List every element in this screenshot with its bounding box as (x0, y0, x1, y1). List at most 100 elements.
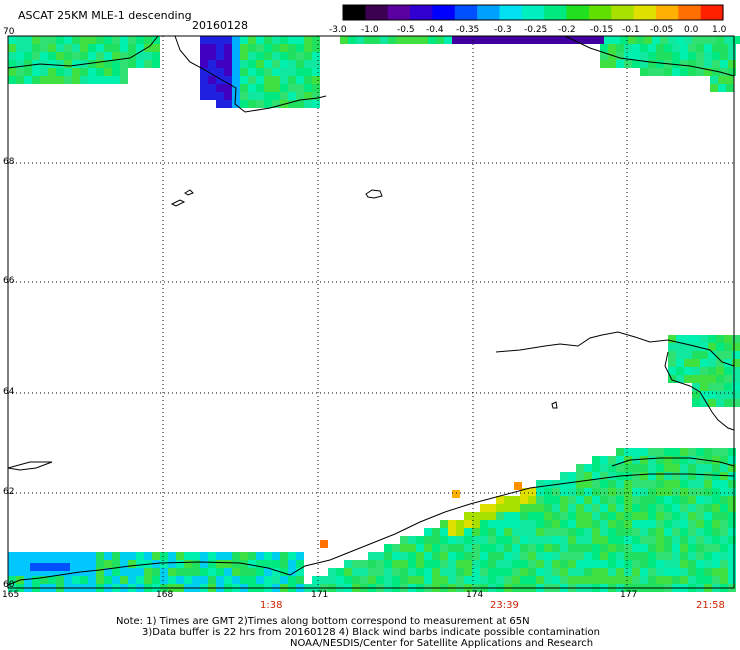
colorbar-swatch (477, 5, 501, 20)
data-cell (696, 472, 704, 480)
data-cell (568, 544, 576, 552)
data-cell (608, 576, 616, 584)
data-cell (440, 544, 448, 552)
data-cell (408, 568, 416, 576)
data-cell (264, 84, 272, 92)
data-cell (704, 528, 712, 536)
data-cell (288, 52, 296, 60)
data-cell (584, 528, 592, 536)
data-cell (392, 560, 400, 568)
colorbar-swatch (432, 5, 456, 20)
data-cell (624, 536, 632, 544)
data-cell (680, 552, 688, 560)
data-cell (648, 60, 656, 68)
data-cell (680, 560, 688, 568)
data-cell (504, 552, 512, 560)
data-cell (232, 68, 240, 76)
data-swaths (8, 36, 740, 592)
data-cell (676, 335, 684, 343)
data-cell (544, 544, 552, 552)
data-cell (640, 464, 648, 472)
data-cell (720, 480, 728, 488)
data-cell (192, 552, 200, 560)
data-cell (712, 552, 720, 560)
data-cell (600, 472, 608, 480)
data-cell (304, 52, 312, 60)
data-cell (576, 512, 584, 520)
colorbar-label: 0.0 (684, 25, 699, 35)
data-cell (600, 480, 608, 488)
data-cell (264, 100, 272, 108)
data-cell (560, 504, 568, 512)
data-cell (336, 576, 344, 584)
data-cell (728, 512, 736, 520)
data-cell (208, 52, 216, 60)
data-cell (56, 44, 64, 52)
data-cell (120, 44, 128, 52)
data-cell (624, 552, 632, 560)
data-cell (668, 351, 676, 359)
data-cell (280, 84, 288, 92)
data-cell (16, 52, 24, 60)
data-cell (144, 568, 152, 576)
data-cell (224, 92, 232, 100)
data-cell (152, 552, 160, 560)
data-cell (464, 544, 472, 552)
data-cell (680, 544, 688, 552)
colorbar (342, 4, 724, 21)
data-cell (472, 560, 480, 568)
data-cell (120, 568, 128, 576)
data-cell (716, 383, 724, 391)
data-cell (384, 568, 392, 576)
data-cell (208, 44, 216, 52)
data-cell (600, 568, 608, 576)
data-cell (732, 391, 740, 399)
data-cell (144, 52, 152, 60)
data-cell (224, 560, 232, 568)
data-cell (576, 464, 584, 472)
data-cell (624, 448, 632, 456)
graticule (8, 36, 734, 588)
data-cell (8, 576, 16, 584)
data-cell (576, 472, 584, 480)
data-cell (608, 504, 616, 512)
data-cell (464, 560, 472, 568)
data-cell (616, 544, 624, 552)
data-cell (88, 52, 96, 60)
data-cell (592, 456, 600, 464)
data-cell (448, 536, 456, 544)
data-cell (464, 520, 472, 528)
data-cell (200, 576, 208, 584)
data-cell (40, 44, 48, 52)
data-cell (56, 552, 64, 560)
data-cell (200, 68, 208, 76)
data-cell (528, 528, 536, 536)
data-cell (680, 536, 688, 544)
data-cell (672, 52, 680, 60)
data-cell (488, 560, 496, 568)
data-cell (584, 480, 592, 488)
data-cell (452, 36, 460, 44)
data-cell (248, 60, 256, 68)
data-cell (536, 568, 544, 576)
data-cell (360, 560, 368, 568)
data-cell (364, 36, 372, 44)
island-small-4 (551, 401, 558, 409)
data-cell (696, 504, 704, 512)
data-cell (392, 544, 400, 552)
data-cell (632, 504, 640, 512)
data-cell (536, 576, 544, 584)
data-cell (8, 60, 16, 68)
data-cell (680, 512, 688, 520)
data-cell (256, 92, 264, 100)
data-cell (472, 512, 480, 520)
data-cell (96, 76, 104, 84)
data-cell (688, 528, 696, 536)
data-cell (544, 576, 552, 584)
data-cell (712, 568, 720, 576)
data-cell (632, 552, 640, 560)
data-cell (728, 448, 736, 456)
data-cell (692, 351, 700, 359)
data-cell (248, 76, 256, 84)
data-cell (688, 448, 696, 456)
